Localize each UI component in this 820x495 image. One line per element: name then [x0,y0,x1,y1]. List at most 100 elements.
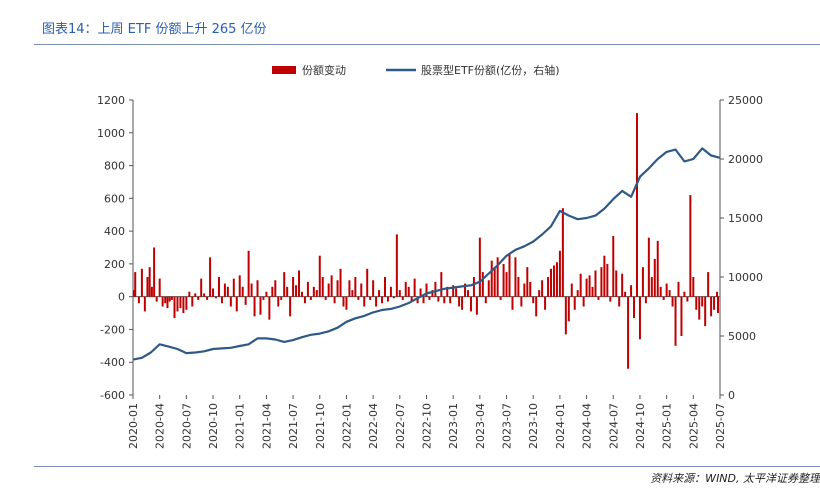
bar-mark [262,296,265,300]
x-tick-label: 2025-01 [661,403,674,449]
bar-mark [481,272,484,297]
bar-mark [644,296,647,304]
x-tick-label: 2020-01 [127,403,140,449]
right-tick-label: 15000 [728,212,763,225]
left-tick-label: 800 [104,160,125,173]
bar-mark [662,296,665,300]
bar-mark [241,286,244,297]
bar-mark [133,290,135,297]
bar-mark [209,257,212,297]
bar-mark [354,277,357,297]
bar-mark [591,286,594,297]
bar-mark [306,281,309,297]
bar-mark [232,278,235,297]
bar-mark [588,275,591,297]
bar-mark [431,290,434,297]
bar-mark [401,296,404,300]
bar-mark [558,250,561,297]
bar-mark [674,296,677,346]
bar-mark [717,296,719,314]
right-tick-label: 10000 [728,271,763,284]
bar-mark [701,296,704,307]
left-tick-label: 0 [118,291,125,304]
bar-mark [464,283,467,297]
bar-mark [630,285,633,297]
bar-mark [532,296,535,304]
bar-mark [552,265,555,297]
bar-mark [150,286,153,297]
bar-mark [289,296,292,317]
bar-mark [179,296,182,309]
bar-mark [487,280,490,297]
bar-mark [226,286,229,297]
source-note: 资料来源：WIND, 太平洋证券整理 [650,472,820,485]
bar-mark [173,296,176,318]
bar-mark [484,296,487,304]
bar-mark [265,291,268,297]
bar-mark [244,296,247,305]
bar-mark [659,286,662,297]
bar-mark [650,277,653,297]
bar-mark [300,291,303,297]
bar-mark [671,296,674,307]
bar-mark [656,240,659,297]
bar-mark [155,296,158,302]
bar-mark [295,285,298,297]
bar-mark [692,277,695,297]
bar-mark [217,277,220,297]
bar-mark [683,291,686,297]
bar-mark [428,296,431,300]
bar-mark [292,277,295,297]
bar-mark [158,278,161,297]
bar-mark [386,296,389,302]
bar-mark [375,296,378,307]
x-tick-label: 2022-10 [421,403,434,449]
bar-mark [212,288,215,297]
bar-mark [668,290,671,297]
bar-mark [271,286,274,297]
bar-mark [336,280,339,297]
bar-mark [363,296,366,307]
bar-mark [689,195,692,297]
bar-mark [635,113,638,297]
bar-mark [496,257,499,297]
bar-mark [707,272,710,297]
bar-mark [238,275,241,297]
bar-mark [185,296,188,310]
bar-mark [561,208,564,297]
bar-mark [277,296,280,307]
bar-mark [567,296,570,322]
bar-mark [520,296,523,307]
bar-mark [713,296,716,310]
x-tick-label: 2025-04 [687,403,700,449]
bar-mark [250,283,253,297]
bar-mark [342,296,345,307]
x-tick-label: 2021-10 [314,403,327,449]
bar-mark [597,296,600,300]
legend-label-bar: 份额变动 [302,63,346,77]
bar-mark [134,272,137,297]
bar-mark [594,270,597,297]
bar-mark [268,296,271,320]
bar-mark [312,286,315,297]
bar-mark [600,267,603,297]
bar-mark [508,254,511,297]
bar-mark [259,296,262,315]
bar-mark [550,268,553,297]
bar-mark [327,283,330,297]
bar-mark [188,291,191,297]
bar-mark [573,296,576,310]
bar-mark [223,283,226,297]
bar-mark [603,255,606,297]
bar-mark [502,263,505,297]
bar-mark [283,272,286,297]
x-tick-label: 2022-04 [367,403,380,449]
bar-mark [582,296,585,307]
bar-mark [422,296,425,304]
bar-mark [555,262,558,297]
x-tick-label: 2023-04 [474,403,487,449]
bar-mark [351,290,354,297]
bar-mark [505,272,508,297]
bar-mark [710,296,713,317]
bar-mark [378,290,381,297]
